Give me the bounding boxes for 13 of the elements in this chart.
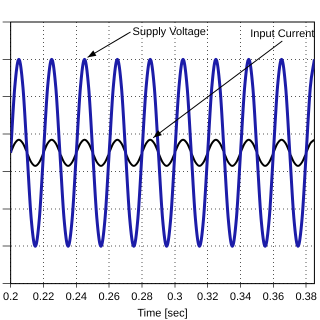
x-tick-label: 0.36	[262, 291, 284, 304]
x-tick-label: 0.38	[295, 291, 317, 304]
x-tick-label: 0.32	[196, 291, 218, 304]
x-tick-label: 0.2	[2, 291, 18, 304]
x-tick-label: 0.26	[98, 291, 120, 304]
x-tick-label: 0.3	[167, 291, 182, 304]
x-tick-label: 0.24	[66, 291, 88, 304]
x-tick-label: 0.22	[32, 291, 54, 304]
x-tick-label: 0.34	[230, 291, 252, 304]
annotation: Supply Voltage:	[132, 26, 209, 38]
x-axis-title: Time [sec]	[137, 307, 188, 320]
annotation: Input Current	[250, 28, 314, 40]
x-tick-label: 0.28	[131, 291, 153, 304]
